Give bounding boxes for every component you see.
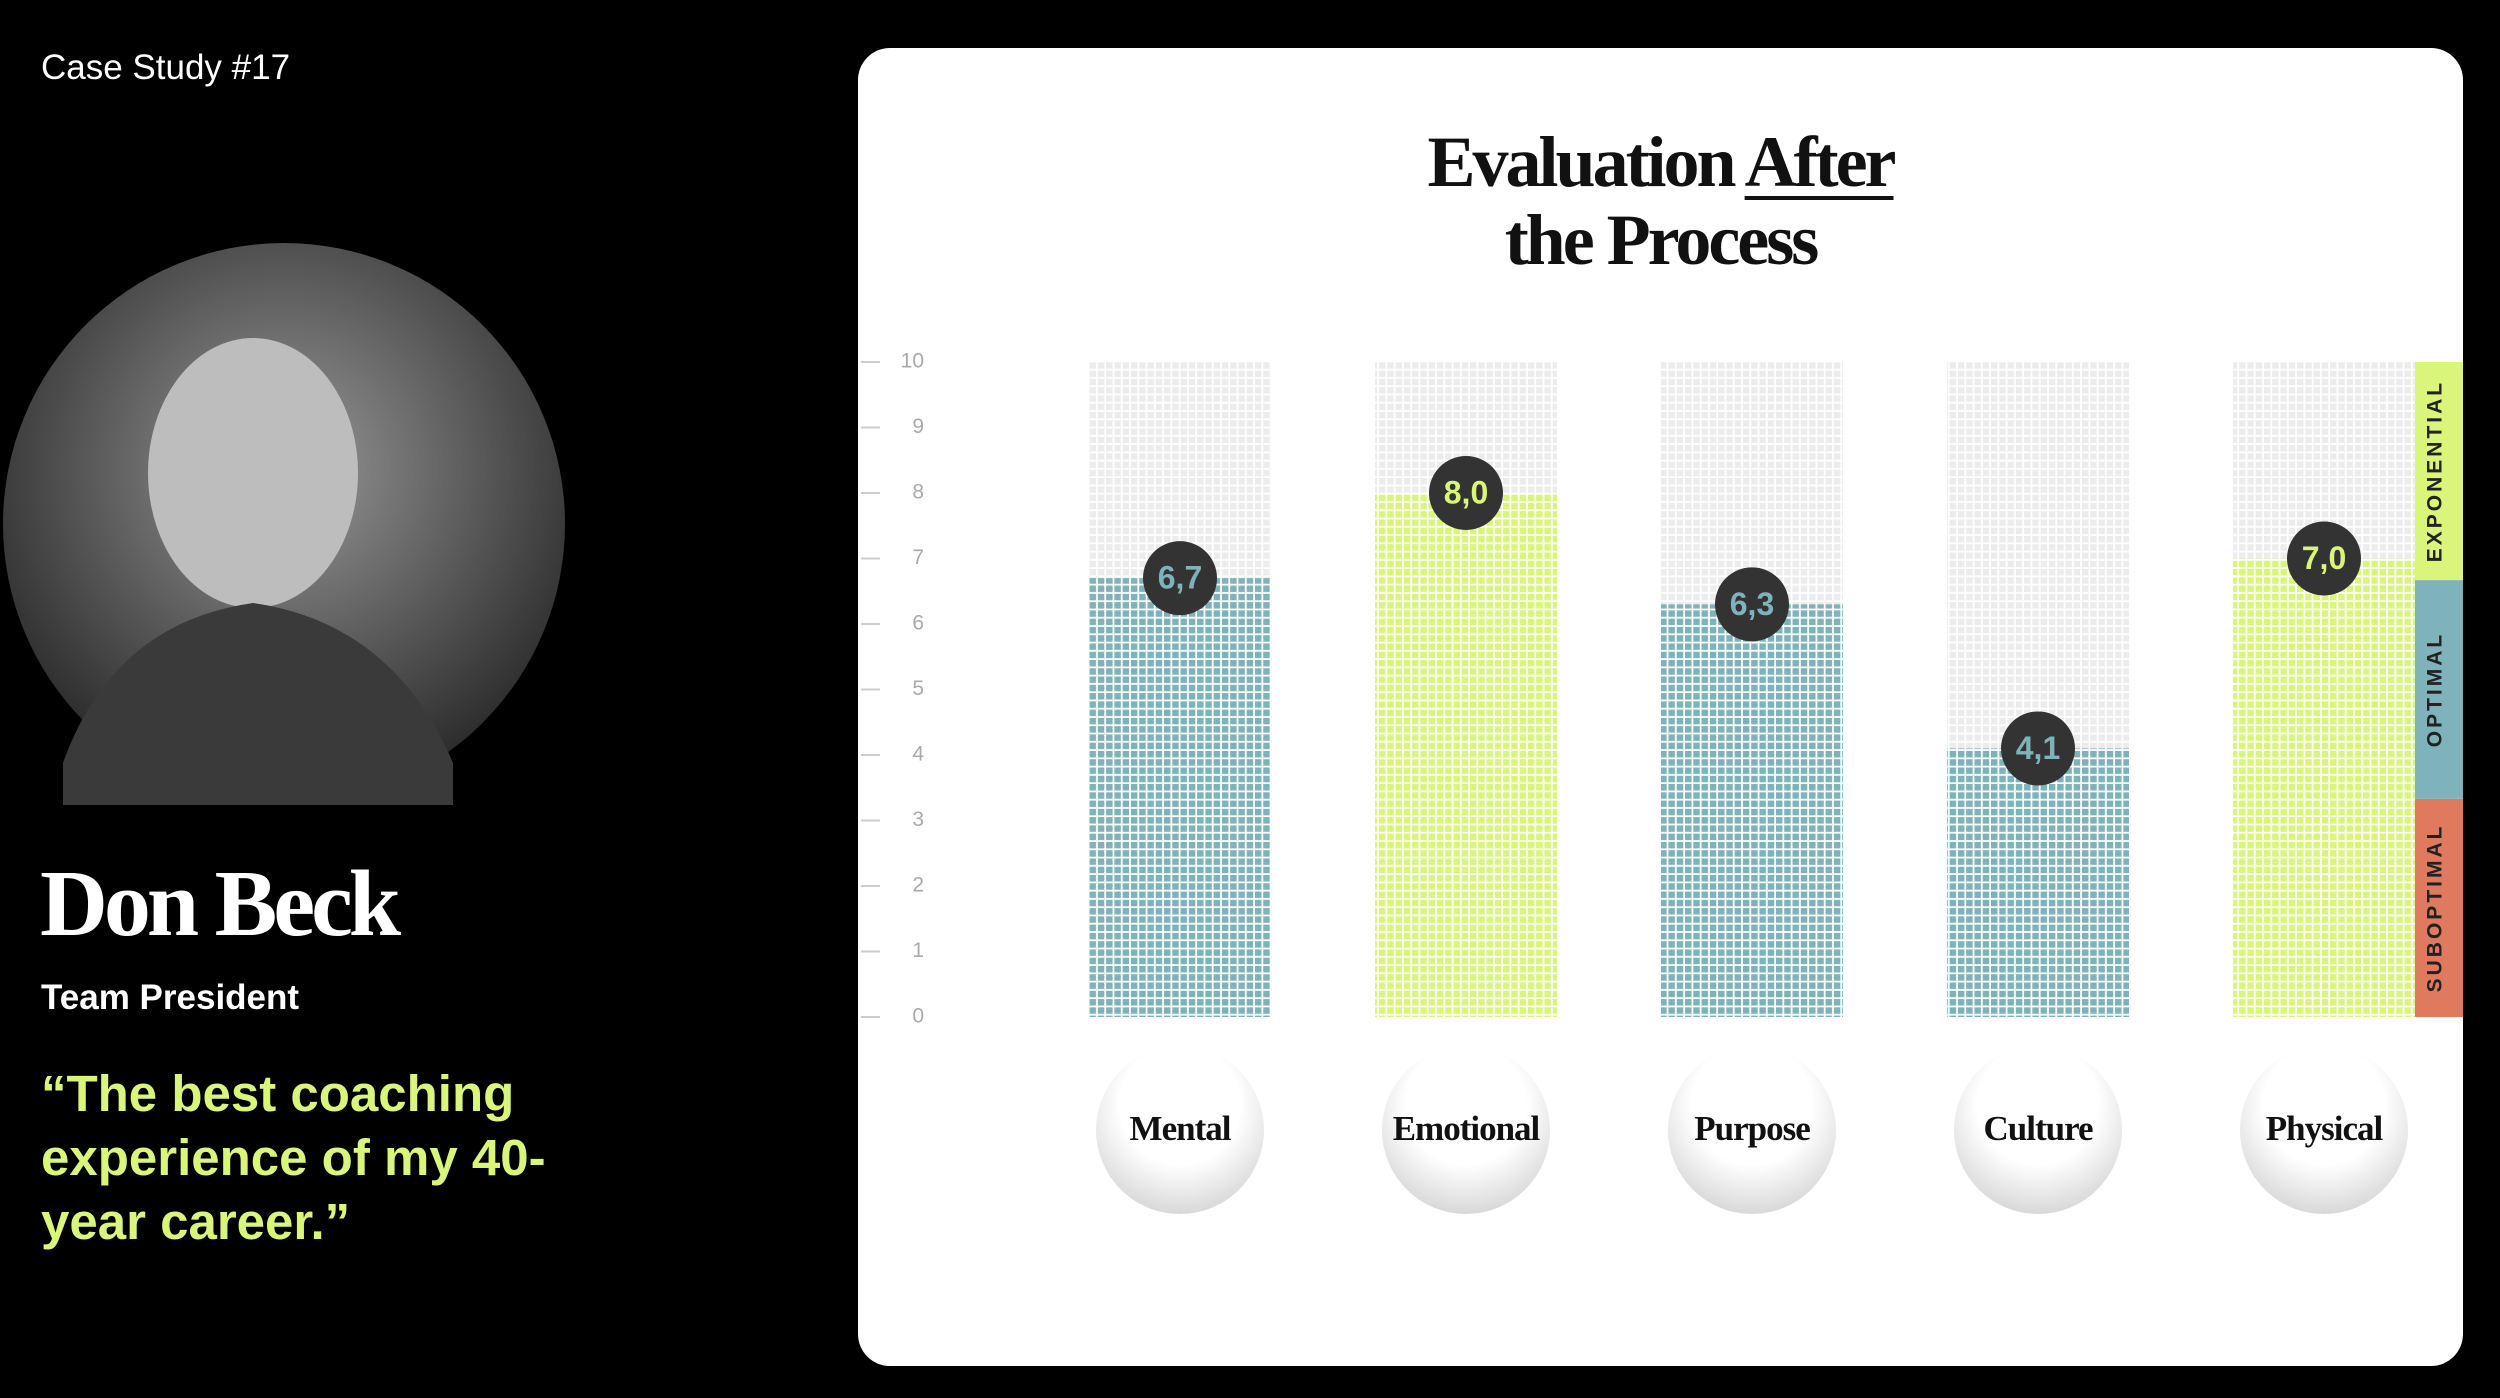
value-label: 6,3: [1730, 586, 1774, 622]
case-label: Case Study #17: [41, 48, 291, 87]
zone-band: [2410, 362, 2463, 581]
cell-overlay: [1661, 362, 1843, 1017]
zone-label: EXPONENTIAL: [2424, 380, 2447, 562]
chart-panel: Evaluation After the Process 0 1 2 3 4 5 6 7 8 9 10…: [858, 48, 2463, 1366]
y-tick-label: 6: [912, 612, 924, 635]
value-badge: [2001, 711, 2075, 786]
y-tick-label: 5: [912, 677, 924, 700]
y-tick-label: 7: [912, 546, 924, 569]
chart: 0 1 2 3 4 5 6 7 8 9 10 SUBOPTIMAL OPTIMAL EXPONENTIAL…: [861, 350, 2463, 1214]
zone-band: [2410, 798, 2463, 1017]
category-bubble: [1096, 1046, 1264, 1214]
value-badge: [1143, 541, 1217, 616]
category-bubble: [2240, 1046, 2408, 1214]
title-part: Evaluation: [1427, 122, 1737, 202]
category-bubble: [1954, 1046, 2122, 1214]
category-bubble: [1382, 1046, 1550, 1214]
cell-overlay: [1947, 362, 2129, 1017]
y-tick-label: 4: [912, 743, 924, 766]
y-tick-label: 2: [912, 874, 924, 897]
chart-title: Evaluation After the Process: [858, 123, 2463, 279]
y-tick-label: 8: [912, 481, 924, 504]
zone-band: [2410, 580, 2463, 799]
value-label: 8,0: [1444, 474, 1488, 510]
y-tick-label: 0: [912, 1005, 924, 1028]
value-badge: [2287, 521, 2361, 596]
y-tick-label: 9: [912, 415, 924, 438]
title-part: the Process: [1504, 200, 1820, 280]
zone-label: OPTIMAL: [2424, 632, 2447, 748]
x-tick-label: Mental: [1130, 1109, 1232, 1148]
person-role: Team President: [41, 978, 300, 1017]
value-label: 4,1: [2016, 730, 2060, 766]
person-name: Don Beck: [40, 852, 401, 956]
cell-overlay: [1089, 362, 1271, 1017]
quote: “The best coaching experience of my 40-y…: [41, 1065, 546, 1250]
category-bubble: [1668, 1046, 1836, 1214]
value-label: 7,0: [2302, 540, 2346, 576]
y-tick-label: 3: [912, 808, 924, 831]
portrait: [3, 243, 565, 805]
value-label: 6,7: [1158, 560, 1202, 596]
x-tick-label: Culture: [1983, 1109, 2092, 1148]
y-tick-label: 10: [901, 350, 924, 373]
value-badge: [1429, 456, 1503, 530]
cell-overlay: [2233, 362, 2415, 1017]
x-tick-label: Emotional: [1393, 1109, 1541, 1148]
title-emphasis: After: [1744, 122, 1897, 202]
value-badge: [1715, 567, 1789, 642]
portrait-body: [63, 603, 453, 805]
x-tick-label: Purpose: [1694, 1109, 1810, 1148]
x-tick-label: Physical: [2266, 1109, 2384, 1148]
y-tick-label: 1: [912, 939, 924, 962]
portrait-head: [148, 338, 358, 608]
zone-label: SUBOPTIMAL: [2424, 824, 2447, 993]
